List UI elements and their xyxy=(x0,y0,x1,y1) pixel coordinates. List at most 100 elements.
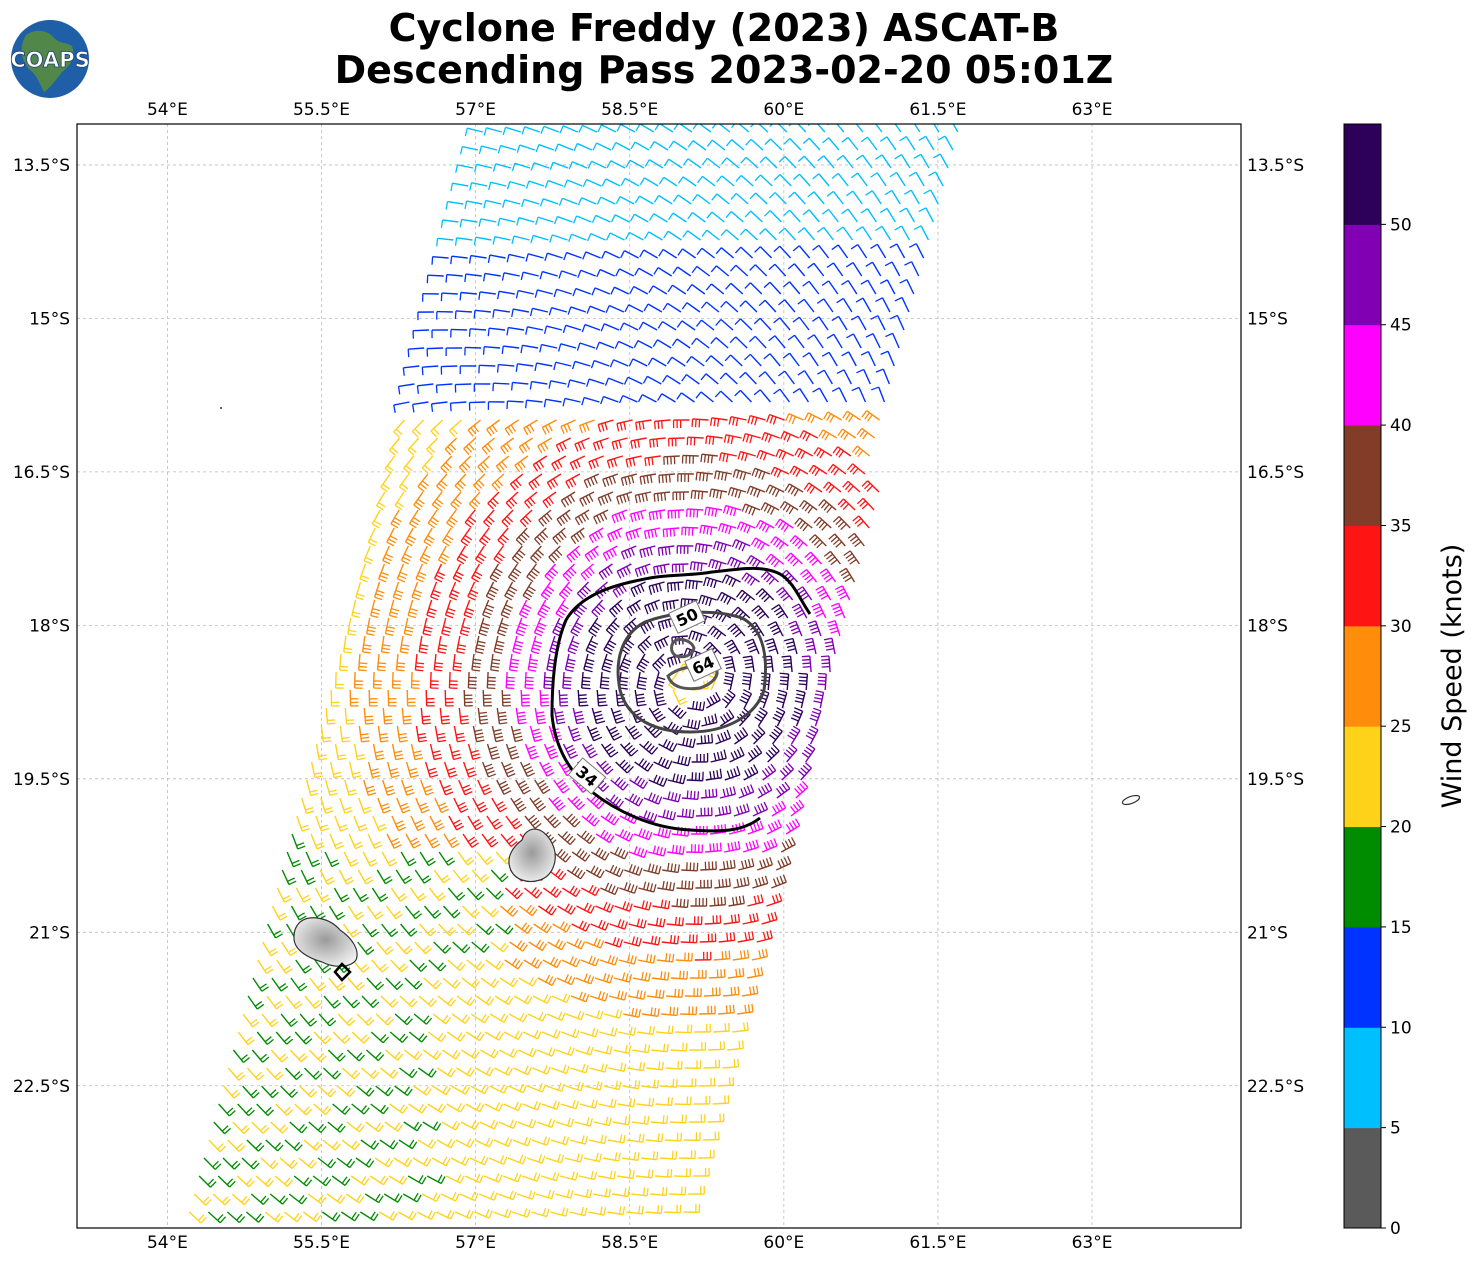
wind-barb xyxy=(544,179,564,189)
wind-barb xyxy=(405,833,421,849)
wind-barb xyxy=(508,653,520,672)
wind-barb xyxy=(584,1009,604,1020)
wind-barb xyxy=(499,977,519,988)
wind-barb xyxy=(383,1193,403,1203)
wind-barb xyxy=(437,635,448,654)
wind-barb xyxy=(737,450,756,462)
wind-barb xyxy=(722,986,740,997)
wind-barb xyxy=(511,162,531,172)
wind-barb xyxy=(695,807,713,817)
wind-barb xyxy=(548,380,567,389)
wind-barb xyxy=(643,863,662,875)
wind-barb xyxy=(624,304,644,313)
wind-barb xyxy=(464,509,477,529)
wind-barb xyxy=(658,739,678,753)
wind-barb xyxy=(731,538,751,552)
wind-barb xyxy=(321,1211,341,1222)
wind-barb xyxy=(342,1067,361,1080)
wind-barb xyxy=(634,563,651,578)
wind-barb xyxy=(804,551,822,566)
wind-barb xyxy=(695,391,714,403)
wind-barb xyxy=(612,1116,631,1126)
wind-barb xyxy=(574,1117,593,1127)
wind-barb xyxy=(484,1031,504,1041)
wind-barb xyxy=(629,213,649,223)
wind-barb xyxy=(696,733,714,745)
wind-barb xyxy=(689,1042,707,1051)
wind-barb xyxy=(643,527,661,540)
wind-barb xyxy=(773,245,792,259)
wind-barb xyxy=(674,1168,692,1178)
wind-barb xyxy=(567,306,587,315)
wind-barb xyxy=(685,916,703,926)
wind-barb xyxy=(448,581,460,601)
wind-barb xyxy=(474,545,487,565)
wind-barb xyxy=(816,298,834,313)
wind-barb xyxy=(403,617,414,636)
wind-barb xyxy=(478,527,491,547)
wind-barb xyxy=(626,599,642,617)
wind-barb xyxy=(884,261,901,277)
wind-barb xyxy=(903,189,920,205)
wind-radius-contours: 34 50 64 xyxy=(550,566,812,833)
wind-barb xyxy=(444,437,458,456)
wind-barb xyxy=(403,1049,423,1061)
wind-barb xyxy=(524,743,539,760)
wind-barb xyxy=(591,214,611,223)
wind-barb xyxy=(672,689,688,706)
wind-barb xyxy=(644,599,660,615)
wind-barb xyxy=(456,635,467,654)
wind-barb xyxy=(662,599,679,612)
wind-barb xyxy=(723,913,741,925)
lon-tick-label-bottom: 58.5°E xyxy=(601,1233,658,1253)
wind-barb xyxy=(797,762,812,781)
wind-barb xyxy=(617,1098,636,1108)
wind-barb xyxy=(520,344,539,354)
wind-barb xyxy=(477,779,492,796)
wind-barb xyxy=(636,1169,654,1179)
wind-barb xyxy=(562,397,581,407)
wind-barb xyxy=(516,144,536,153)
rodrigues-island xyxy=(1121,794,1141,806)
wind-barb xyxy=(425,689,435,707)
wind-barb xyxy=(639,473,657,485)
wind-barb xyxy=(454,237,473,246)
wind-barb xyxy=(353,743,366,761)
wind-barb xyxy=(619,653,632,673)
wind-barb xyxy=(627,989,646,1000)
wind-barb xyxy=(797,370,814,385)
wind-barb xyxy=(376,941,394,955)
wind-barb xyxy=(597,419,614,433)
wind-barb xyxy=(704,915,722,925)
wind-barb xyxy=(507,563,522,583)
wind-barb xyxy=(377,725,389,743)
wind-barb xyxy=(745,138,764,151)
wind-barb xyxy=(314,887,331,903)
wind-barb xyxy=(534,527,549,546)
wind-barb xyxy=(855,154,873,169)
wind-barb xyxy=(227,1139,246,1152)
wind-barb xyxy=(394,1085,413,1097)
wind-barb xyxy=(937,135,954,151)
wind-barb xyxy=(648,285,668,295)
wind-barb xyxy=(797,155,816,169)
wind-barb xyxy=(761,911,778,925)
wind-barb xyxy=(576,902,595,914)
wind-barb xyxy=(728,895,745,907)
wind-barb xyxy=(716,591,736,605)
lat-tick-label-right: 22.5°S xyxy=(1247,1077,1304,1097)
wind-barb xyxy=(339,725,351,743)
wind-barb xyxy=(616,419,633,432)
wind-barb xyxy=(621,1151,640,1161)
wind-barb xyxy=(276,959,293,974)
wind-barb xyxy=(469,181,488,191)
wind-barb xyxy=(353,671,363,689)
wind-barb xyxy=(337,1085,356,1098)
wind-barb xyxy=(646,989,665,999)
wind-barb xyxy=(578,124,598,133)
wind-barb xyxy=(552,527,567,545)
wind-barb xyxy=(372,743,385,761)
wind-barb xyxy=(474,163,493,173)
wind-barb xyxy=(894,153,911,169)
wind-barb xyxy=(751,605,770,620)
